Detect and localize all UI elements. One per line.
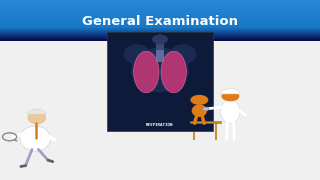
Ellipse shape: [134, 51, 159, 93]
Ellipse shape: [170, 44, 196, 64]
Ellipse shape: [131, 48, 189, 92]
Ellipse shape: [20, 126, 51, 151]
Ellipse shape: [221, 100, 240, 123]
Text: General Examination: General Examination: [82, 15, 238, 28]
Bar: [0, 39, 320, 41]
Bar: [107, 32, 213, 131]
Ellipse shape: [152, 34, 168, 44]
Wedge shape: [221, 89, 240, 94]
Circle shape: [190, 95, 208, 105]
Bar: [190, 121, 221, 123]
Bar: [156, 40, 164, 62]
Circle shape: [221, 91, 239, 101]
Ellipse shape: [124, 44, 150, 64]
Wedge shape: [28, 109, 46, 114]
Text: RESPIRATION: RESPIRATION: [146, 123, 174, 127]
Circle shape: [203, 107, 209, 111]
Ellipse shape: [28, 112, 46, 124]
Ellipse shape: [161, 51, 186, 93]
Bar: [156, 40, 164, 50]
Ellipse shape: [192, 104, 207, 117]
